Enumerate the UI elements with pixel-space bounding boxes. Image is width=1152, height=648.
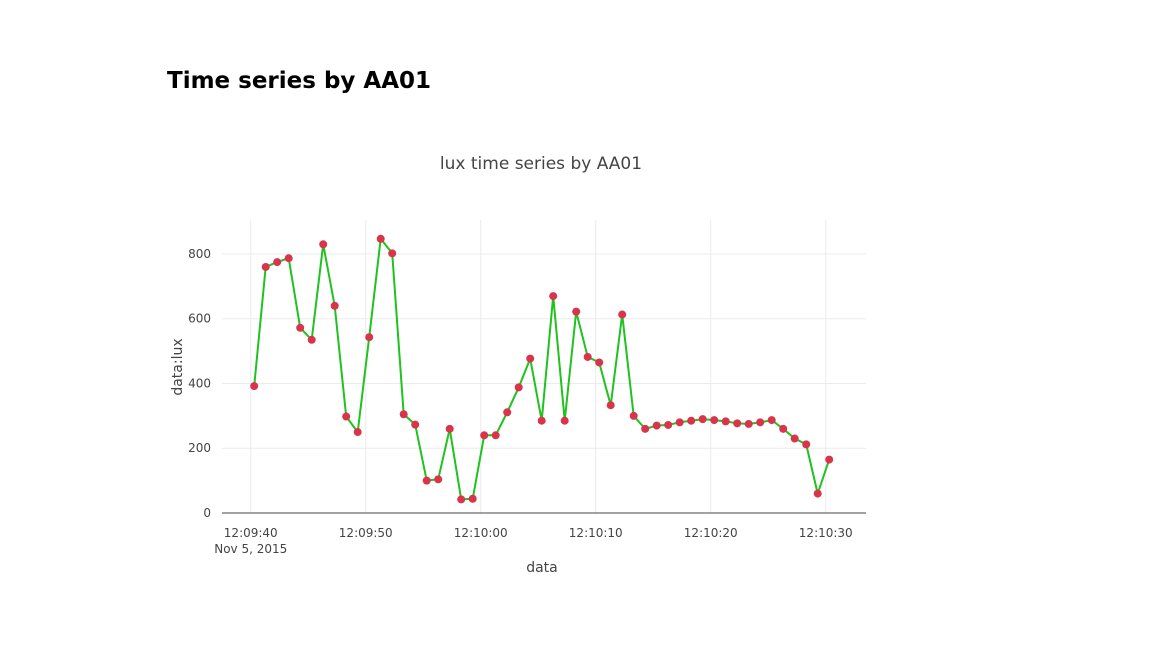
data-point: [756, 418, 765, 427]
data-point: [468, 494, 477, 503]
data-point: [526, 354, 535, 363]
chart-title: lux time series by AA01: [440, 154, 642, 174]
data-point: [273, 258, 282, 267]
x-tick-label: 12:10:20: [684, 526, 738, 540]
data-point: [296, 323, 305, 332]
data-point: [572, 307, 581, 316]
data-point: [802, 440, 811, 449]
page-heading: Time series by AA01: [167, 68, 432, 94]
data-point: [307, 335, 316, 344]
data-point: [583, 352, 592, 361]
data-point: [457, 495, 466, 504]
data-point: [514, 383, 523, 392]
data-point: [284, 254, 293, 263]
data-point: [606, 401, 615, 410]
x-date-label: Nov 5, 2015: [214, 542, 287, 556]
data-point: [733, 419, 742, 428]
data-point: [549, 292, 558, 301]
marker-layer: [250, 234, 834, 504]
series-layer: [253, 237, 831, 501]
data-point: [779, 424, 788, 433]
data-point: [629, 411, 638, 420]
data-point: [641, 424, 650, 433]
data-point: [560, 416, 569, 425]
y-axis-title: data:lux: [170, 338, 186, 395]
data-point: [687, 416, 696, 425]
data-point: [491, 431, 500, 440]
data-point: [595, 358, 604, 367]
data-point: [480, 431, 489, 440]
data-point: [790, 434, 799, 443]
data-point: [652, 421, 661, 430]
data-point: [813, 489, 822, 498]
data-point: [388, 249, 397, 258]
data-point: [618, 310, 627, 319]
tick-layer: 0 200 400 600 800 12:09:40 12:09:50 12:10:00 12:…: [188, 247, 853, 556]
data-point: [664, 420, 673, 429]
y-tick-label: 400: [188, 376, 211, 390]
y-tick-label: 800: [188, 247, 211, 261]
y-tick-label: 200: [188, 441, 211, 455]
data-point: [503, 408, 512, 417]
data-point: [675, 418, 684, 427]
data-point: [330, 301, 339, 310]
data-point: [342, 412, 351, 421]
data-point: [721, 417, 730, 426]
grid-layer: [222, 220, 866, 513]
series-line: [253, 237, 831, 501]
data-point: [411, 420, 420, 429]
data-point: [445, 424, 454, 433]
y-tick-label: 600: [188, 312, 211, 326]
x-tick-label: 12:10:30: [799, 526, 853, 540]
data-point: [261, 262, 270, 271]
x-axis-title: data: [526, 560, 558, 576]
data-point: [434, 475, 443, 484]
data-point: [376, 234, 385, 243]
data-point: [250, 382, 259, 391]
data-point: [319, 240, 328, 249]
x-tick-label: 12:10:10: [569, 526, 623, 540]
y-tick-label: 0: [203, 506, 211, 520]
x-tick-label: 12:09:50: [339, 526, 393, 540]
data-point: [698, 415, 707, 424]
data-point: [744, 419, 753, 428]
data-point: [537, 416, 546, 425]
data-point: [825, 455, 834, 464]
x-tick-label: 12:09:40: [224, 526, 278, 540]
data-point: [353, 428, 362, 437]
data-point: [365, 333, 374, 342]
data-point: [399, 410, 408, 419]
data-point: [710, 416, 719, 425]
data-point: [422, 476, 431, 485]
data-point: [767, 416, 776, 425]
x-tick-label: 12:10:00: [454, 526, 508, 540]
